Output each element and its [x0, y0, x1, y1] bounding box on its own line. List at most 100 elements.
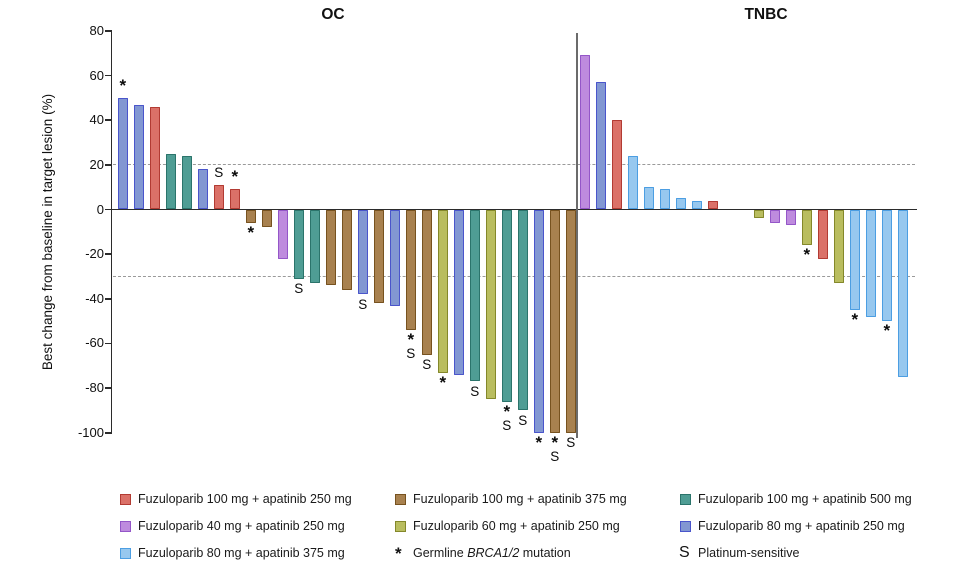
- bar: [660, 189, 670, 210]
- brca-mutation-marker: *: [407, 330, 415, 350]
- legend-label: Fuzuloparib 40 mg + apatinib 250 mg: [138, 519, 345, 533]
- platinum-sensitive-marker: S: [470, 383, 480, 399]
- bar: [866, 209, 876, 317]
- brca-mutation-marker: *: [803, 245, 811, 265]
- bar: [834, 209, 844, 284]
- bar: [150, 106, 160, 210]
- bar: [802, 209, 812, 246]
- y-tick-mark: [105, 208, 112, 211]
- brca-mutation-marker: *: [851, 309, 859, 329]
- bar: [214, 184, 224, 210]
- y-tick-mark: [105, 298, 112, 300]
- brca-mutation-marker: *: [439, 372, 447, 392]
- bar: [294, 209, 304, 279]
- reference-line: [113, 164, 915, 166]
- platinum-sensitive-marker: S: [422, 357, 432, 373]
- bar: [454, 209, 464, 375]
- y-tick-label: 60: [89, 67, 104, 83]
- y-tick-label: -80: [85, 380, 104, 396]
- bar: [374, 209, 384, 304]
- y-tick-label: -20: [85, 246, 104, 262]
- bar: [550, 209, 560, 433]
- bar: [518, 209, 528, 411]
- bar: [422, 209, 432, 355]
- platinum-sensitive-marker: S: [294, 281, 304, 297]
- bar: [708, 200, 718, 210]
- bar: [326, 209, 336, 286]
- bar: [182, 155, 192, 210]
- bar: [754, 209, 764, 219]
- legend-label: Fuzuloparib 80 mg + apatinib 375 mg: [138, 546, 345, 560]
- bar: [676, 198, 686, 210]
- platinum-sensitive-symbol: S: [679, 544, 690, 561]
- bar: [596, 82, 606, 210]
- bar: [310, 209, 320, 284]
- legend-label: Germline BRCA1/2 mutation: [413, 546, 571, 560]
- panel-title-tnbc: TNBC: [744, 6, 788, 23]
- bar: [118, 97, 128, 210]
- y-tick-label: -100: [77, 424, 104, 440]
- bar: [644, 187, 654, 210]
- legend-label: Fuzuloparib 100 mg + apatinib 250 mg: [138, 492, 352, 506]
- bar: [486, 209, 496, 400]
- panel-title-oc: OC: [321, 6, 345, 23]
- brca-mutation-marker: *: [551, 432, 559, 452]
- reference-line: [113, 275, 915, 277]
- bar: [818, 209, 828, 259]
- platinum-sensitive-marker: S: [518, 412, 528, 428]
- y-axis-title: Best change from baseline in target lesi…: [40, 93, 55, 371]
- bar: [898, 209, 908, 377]
- brca-mutation-marker: *: [119, 75, 127, 95]
- y-tick-label: 80: [89, 22, 104, 38]
- bar: [882, 209, 892, 322]
- y-tick-mark: [105, 432, 112, 434]
- y-tick-label: -40: [85, 290, 104, 306]
- bar: [534, 209, 544, 433]
- y-tick-mark: [105, 30, 112, 32]
- legend-swatch-f40_a250: [120, 521, 131, 532]
- legend-label: Platinum-sensitive: [698, 546, 800, 560]
- bar: [566, 209, 576, 433]
- bar: [692, 200, 702, 210]
- bar: [166, 153, 176, 210]
- legend-label: Fuzuloparib 100 mg + apatinib 375 mg: [413, 492, 627, 506]
- y-tick-mark: [105, 74, 112, 77]
- brca-mutation-marker: *: [503, 401, 511, 421]
- platinum-sensitive-marker: S: [358, 296, 368, 312]
- bar: [470, 209, 480, 382]
- brca-mutation-marker: *: [231, 167, 239, 187]
- bar: [850, 209, 860, 310]
- bar: [246, 209, 256, 223]
- platinum-sensitive-marker: S: [406, 346, 416, 362]
- bar: [230, 189, 240, 210]
- bar: [770, 209, 780, 223]
- bar: [628, 155, 638, 210]
- legend-swatch-f80_a375: [120, 548, 131, 559]
- bar: [278, 209, 288, 259]
- y-tick-mark: [105, 119, 112, 121]
- panel-divider-line: [576, 33, 578, 438]
- zero-baseline: [112, 208, 917, 211]
- legend-swatch-f60_a250: [395, 521, 406, 532]
- legend-swatch-f100_a500: [680, 494, 691, 505]
- brca-mutation-marker: *: [247, 222, 255, 242]
- bar: [406, 209, 416, 331]
- legend-swatch-f100_a250: [120, 494, 131, 505]
- bar: [438, 209, 448, 373]
- brca-mutation-symbol: *: [395, 544, 402, 563]
- bar: [342, 209, 352, 290]
- bar: [502, 209, 512, 402]
- y-tick-label: -60: [85, 335, 104, 351]
- y-tick-mark: [105, 387, 112, 389]
- legend-label: Fuzuloparib 80 mg + apatinib 250 mg: [698, 519, 905, 533]
- platinum-sensitive-marker: S: [566, 435, 576, 451]
- bar: [358, 209, 368, 295]
- y-tick-label: 20: [89, 156, 104, 172]
- legend-label: Fuzuloparib 100 mg + apatinib 500 mg: [698, 492, 912, 506]
- bar: [786, 209, 796, 226]
- legend-swatch-f80_a250: [680, 521, 691, 532]
- legend-swatch-f100_a375: [395, 494, 406, 505]
- y-axis-line: [110, 31, 113, 433]
- legend-label: Fuzuloparib 60 mg + apatinib 250 mg: [413, 519, 620, 533]
